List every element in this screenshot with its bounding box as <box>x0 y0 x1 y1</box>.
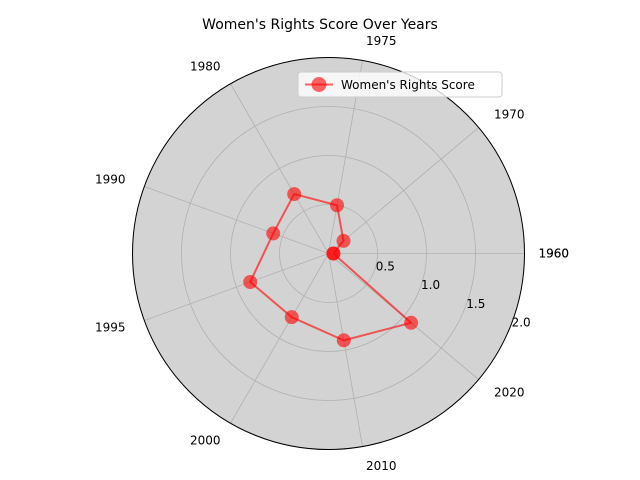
data-point-1960-9 <box>326 246 341 261</box>
angular-tick-label-7: 2010 <box>366 459 397 473</box>
angular-tick-label-3: 1980 <box>190 59 221 73</box>
radial-tick-labels: 0.5 1.0 1.5 2.0 <box>376 259 531 329</box>
angular-gridline-7 <box>328 253 363 447</box>
data-point-1970-1 <box>336 233 351 248</box>
angular-tick-label-8: 2020 <box>494 385 525 399</box>
data-point-2000-6 <box>284 310 299 325</box>
legend-label: Women's Rights Score <box>341 78 475 92</box>
radial-tick-label-3: 2.0 <box>512 316 531 330</box>
data-point-1995-5 <box>243 274 258 289</box>
series-line-0 <box>249 193 413 342</box>
data-point-2020-8 <box>404 315 419 330</box>
angular-tick-label-2: 1975 <box>366 34 397 48</box>
angular-gridline-6 <box>230 253 329 424</box>
series-layer <box>243 187 419 348</box>
data-point-1980-3 <box>287 187 302 202</box>
angular-tick-label-5: 1995 <box>95 320 126 334</box>
angular-tick-label-6: 2000 <box>190 434 221 448</box>
angular-gridline-4 <box>144 186 329 254</box>
legend: Women's Rights Score <box>297 71 503 98</box>
angular-gridline-5 <box>144 253 329 321</box>
radial-tick-label-1: 1.0 <box>421 278 440 292</box>
data-point-2010-7 <box>336 333 351 348</box>
legend-marker-swatch <box>311 77 327 92</box>
grid-lines <box>132 57 525 450</box>
angular-tick-label-4: 1990 <box>95 173 126 187</box>
angular-gridline-1 <box>328 127 479 254</box>
polar-frame <box>132 57 525 450</box>
angular-tick-label-9: 1960 <box>539 247 570 261</box>
legend-frame <box>297 71 503 98</box>
data-point-1975-2 <box>330 198 345 213</box>
radial-tick-label-2: 1.5 <box>466 297 485 311</box>
angular-gridline-3 <box>230 83 329 254</box>
angular-tick-label-1: 1970 <box>494 108 525 122</box>
angular-tick-label-0: 1960 <box>539 247 570 261</box>
data-point-1990-4 <box>266 226 281 241</box>
chart-title: Women's Rights Score Over Years <box>202 17 438 33</box>
radial-tick-label-0: 0.5 <box>376 259 395 273</box>
